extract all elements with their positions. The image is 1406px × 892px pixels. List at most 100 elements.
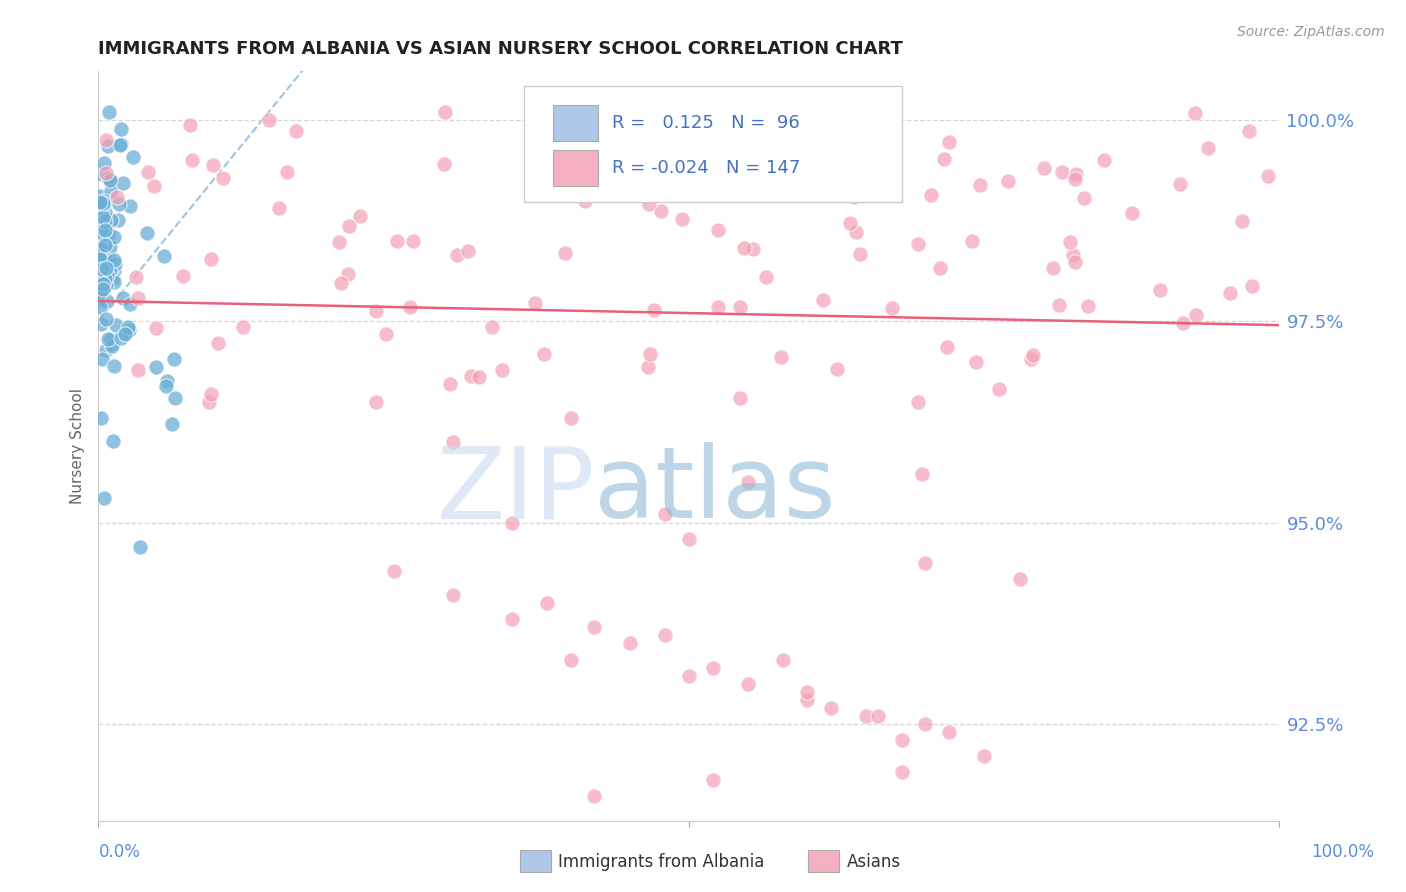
Point: [163, 391, 186, 405]
Point: [560, 410, 582, 425]
Point: [112, 291, 135, 305]
Point: [93, 491, 115, 506]
Point: [97, 139, 120, 153]
Point: [969, 178, 991, 192]
Point: [90, 317, 112, 331]
Point: [90, 167, 112, 181]
Point: [89, 248, 111, 262]
Point: [938, 135, 960, 149]
Point: [101, 434, 124, 448]
Point: [93, 156, 115, 170]
Point: [94, 204, 117, 219]
Point: [533, 186, 555, 200]
Point: [446, 248, 468, 262]
Point: [1219, 286, 1241, 301]
Point: [98, 173, 121, 187]
Point: [728, 392, 751, 406]
Point: [98, 263, 121, 277]
Point: [938, 725, 960, 739]
Point: [1171, 316, 1194, 330]
Point: [276, 164, 298, 178]
Point: [890, 733, 912, 747]
Point: [654, 508, 676, 522]
Point: [769, 350, 792, 364]
FancyBboxPatch shape: [523, 87, 901, 202]
Point: [1257, 169, 1279, 184]
Point: [89, 292, 111, 306]
Point: [179, 118, 201, 132]
Point: [96, 294, 118, 309]
Point: [96, 343, 118, 357]
Point: [1063, 254, 1085, 268]
Point: [93, 227, 115, 242]
Point: [965, 355, 987, 369]
Point: [91, 277, 114, 291]
Point: [96, 260, 118, 275]
Point: [98, 264, 121, 278]
Point: [96, 166, 118, 180]
Text: Asians: Asians: [846, 853, 900, 871]
Point: [107, 213, 129, 227]
Point: [94, 251, 117, 265]
Point: [108, 137, 131, 152]
Point: [156, 374, 179, 388]
Point: [121, 150, 143, 164]
Point: [232, 319, 254, 334]
Point: [91, 210, 114, 224]
Point: [127, 363, 149, 377]
Point: [153, 249, 176, 263]
Point: [733, 241, 755, 255]
Point: [599, 119, 621, 133]
Text: R =   0.125   N =  96: R = 0.125 N = 96: [612, 114, 800, 132]
Point: [103, 276, 125, 290]
Point: [91, 195, 114, 210]
Point: [737, 676, 759, 690]
Point: [433, 104, 456, 119]
Point: [929, 260, 952, 275]
Point: [1021, 352, 1043, 367]
Point: [90, 410, 112, 425]
Point: [1076, 299, 1098, 313]
Point: [1184, 308, 1206, 322]
Point: [1121, 206, 1143, 220]
Point: [920, 188, 942, 202]
Point: [98, 104, 121, 119]
Point: [103, 252, 125, 267]
Point: [536, 596, 558, 610]
Point: [533, 347, 555, 361]
Point: [103, 230, 125, 244]
Point: [1168, 177, 1191, 191]
Point: [96, 133, 118, 147]
Point: [1059, 235, 1081, 249]
Point: [481, 319, 503, 334]
Point: [91, 294, 114, 309]
Point: [93, 194, 115, 208]
Point: [973, 749, 995, 764]
Point: [364, 304, 387, 318]
Point: [707, 300, 730, 314]
Point: [94, 213, 117, 227]
Point: [678, 532, 700, 546]
Point: [90, 221, 112, 235]
Point: [1149, 283, 1171, 297]
Point: [89, 265, 111, 279]
Point: [820, 701, 842, 715]
Point: [118, 199, 141, 213]
Point: [89, 251, 111, 265]
Point: [89, 252, 111, 267]
Point: [936, 340, 959, 354]
Point: [100, 184, 122, 198]
Point: [330, 276, 353, 290]
Point: [855, 709, 877, 723]
Point: [1042, 260, 1064, 275]
Point: [366, 394, 388, 409]
Point: [257, 112, 280, 127]
Point: [101, 339, 124, 353]
Point: [735, 176, 758, 190]
Point: [796, 693, 818, 707]
Point: [163, 351, 186, 366]
Point: [839, 216, 862, 230]
Point: [934, 152, 956, 166]
Point: [110, 136, 132, 151]
Bar: [553, 105, 598, 141]
